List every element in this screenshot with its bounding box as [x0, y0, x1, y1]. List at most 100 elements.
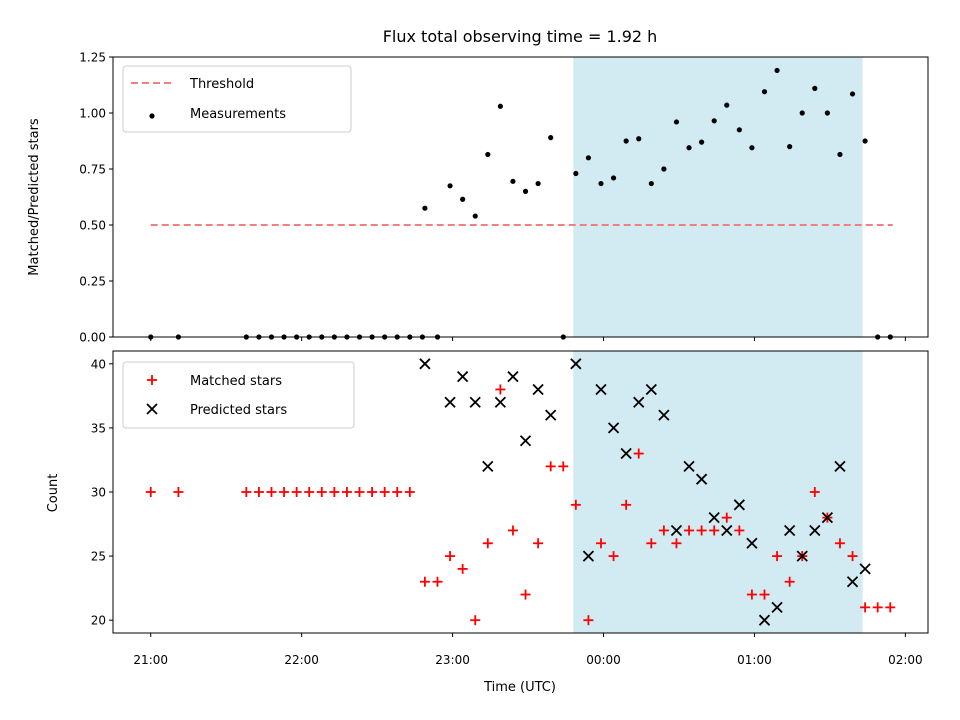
- legend-predicted-label: Predicted stars: [190, 403, 287, 418]
- predicted-star-point: [846, 576, 859, 588]
- matched-star-point: [684, 525, 695, 536]
- predicted-star-point: [457, 370, 469, 383]
- measurement-point: [849, 91, 856, 97]
- matched-star-point: [445, 551, 456, 562]
- legend-threshold-label: Threshold: [189, 77, 254, 92]
- measurement-point: [661, 166, 667, 172]
- matched-star-point: [809, 487, 820, 497]
- predicted-star-point: [532, 383, 544, 396]
- predicted-star-point-b: [620, 447, 632, 460]
- bottom-y-tick-label: 20: [91, 614, 106, 628]
- matched-star-point: [772, 551, 783, 562]
- predicted-star-point: [482, 460, 494, 473]
- bottom-y-tick-label: 35: [91, 421, 106, 435]
- matched-star-point: [784, 576, 795, 587]
- predicted-star-point: [620, 447, 632, 460]
- predicted-star-point: [821, 511, 834, 524]
- bottom-y-tick-label: 40: [91, 357, 106, 371]
- matched-star-point: [419, 576, 430, 587]
- predicted-star-point: [809, 524, 821, 537]
- x-tick-label: 00:00: [586, 653, 621, 667]
- measurement-point: [585, 155, 592, 161]
- matched-star-point: [432, 576, 443, 587]
- predicted-star-point-b: [595, 383, 607, 396]
- predicted-star-point: [834, 460, 846, 473]
- predicted-star-point-b: [457, 370, 469, 383]
- measurement-point: [699, 139, 705, 145]
- matched-star-point: [646, 538, 657, 549]
- predicted-star-point: [444, 396, 456, 408]
- matched-star-point: [173, 487, 184, 497]
- measurement-point: [812, 85, 818, 91]
- predicted-star-point-b: [758, 614, 771, 626]
- predicted-star-point-b: [633, 396, 645, 408]
- observing-span: [573, 57, 863, 337]
- measurement-point: [535, 180, 541, 187]
- predicted-star-point: [771, 601, 783, 614]
- measurement-point: [799, 110, 805, 116]
- matched-star-point: [354, 487, 365, 497]
- top-y-axis-label: Matched/Predicted stars: [27, 118, 42, 276]
- matched-star-point: [367, 487, 378, 497]
- matched-star-point: [834, 538, 845, 549]
- predicted-star-point: [607, 422, 620, 434]
- matched-star-point: [696, 525, 707, 536]
- matched-star-point: [482, 538, 493, 549]
- predicted-star-point-b: [658, 409, 670, 421]
- matched-star-point: [341, 487, 352, 497]
- predicted-star-point: [519, 435, 532, 447]
- predicted-star-point: [784, 524, 796, 537]
- matched-star-point: [404, 487, 415, 497]
- measurement-point: [837, 151, 843, 158]
- predicted-star-point: [633, 396, 645, 408]
- predicted-star-point-b: [859, 563, 871, 575]
- top-legend-box: [122, 65, 352, 133]
- measurement-point: [573, 170, 579, 177]
- measurement-point: [522, 188, 529, 194]
- top-y-tick-label: 0.50: [79, 219, 106, 233]
- measurement-point: [460, 196, 466, 202]
- predicted-star-point-b: [519, 435, 532, 447]
- matched-star-point: [253, 487, 264, 497]
- predicted-star-point-b: [771, 601, 783, 614]
- x-axis-label: Time (UTC): [483, 680, 556, 695]
- bottom-legend-box: [122, 361, 355, 429]
- measurement-point: [862, 138, 868, 144]
- matched-star-point: [847, 551, 858, 562]
- measurement-point: [648, 180, 654, 187]
- x-tick-label: 02:00: [888, 653, 923, 667]
- predicted-star-point-b: [746, 537, 758, 549]
- measurement-point: [724, 102, 730, 108]
- predicted-star-point: [695, 473, 708, 485]
- matched-star-point: [533, 538, 544, 549]
- measurement-point: [548, 135, 554, 141]
- top-y-tick-label: 1.25: [79, 51, 106, 65]
- predicted-star-point-b: [733, 499, 745, 511]
- matched-star-point: [145, 487, 156, 497]
- matched-star-point: [470, 615, 481, 626]
- predicted-star-point-b: [784, 524, 796, 537]
- measurement-point: [610, 175, 617, 181]
- chart-title: Flux total observing time = 1.92 h: [383, 27, 658, 46]
- predicted-star-point: [494, 396, 507, 408]
- predicted-star-point-b: [607, 422, 620, 434]
- top-axes-frame: [112, 56, 929, 338]
- top-y-tick-label: 0.75: [79, 163, 106, 177]
- top-y-tick-label: 0.25: [79, 275, 106, 289]
- predicted-star-point-b: [494, 396, 507, 408]
- top-y-tick-label: 0.00: [79, 331, 106, 345]
- bottom-y-axis-label: Count: [46, 474, 61, 513]
- matched-star-point: [279, 487, 290, 497]
- predicted-star-point-b: [507, 370, 519, 383]
- x-tick-label: 23:00: [435, 653, 470, 667]
- matched-star-point: [759, 589, 770, 600]
- predicted-star-point: [670, 524, 683, 537]
- predicted-star-point: [758, 614, 771, 626]
- predicted-star-point-b: [532, 383, 544, 396]
- measurement-point: [485, 151, 491, 158]
- measurement-point: [510, 178, 516, 184]
- measurement-point: [673, 119, 680, 125]
- measurement-point: [686, 145, 692, 151]
- predicted-star-point-b: [721, 524, 733, 537]
